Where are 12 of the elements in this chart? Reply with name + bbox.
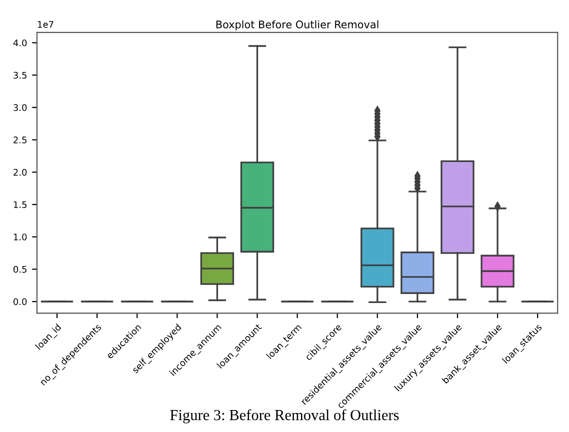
y-tick-label: 1.5 <box>14 201 26 208</box>
chart-title: Boxplot Before Outlier Removal <box>216 20 378 30</box>
text: 1e7 <box>38 21 54 28</box>
y-tick-label: 3.5 <box>14 72 26 79</box>
y-tick-label: 2.5 <box>14 136 26 144</box>
y-tick-label: 4.0 <box>13 39 27 46</box>
y-tick-label: 3.0 <box>14 104 27 112</box>
caption: Figure 3: Before Removal of Outliers <box>170 409 399 424</box>
y-tick-label: 2.0 <box>14 168 27 176</box>
y-tick-label: 0.0 <box>14 298 27 306</box>
y-tick-label: 0.5 <box>14 266 26 273</box>
y-tick-label: 1.0 <box>14 234 27 240</box>
